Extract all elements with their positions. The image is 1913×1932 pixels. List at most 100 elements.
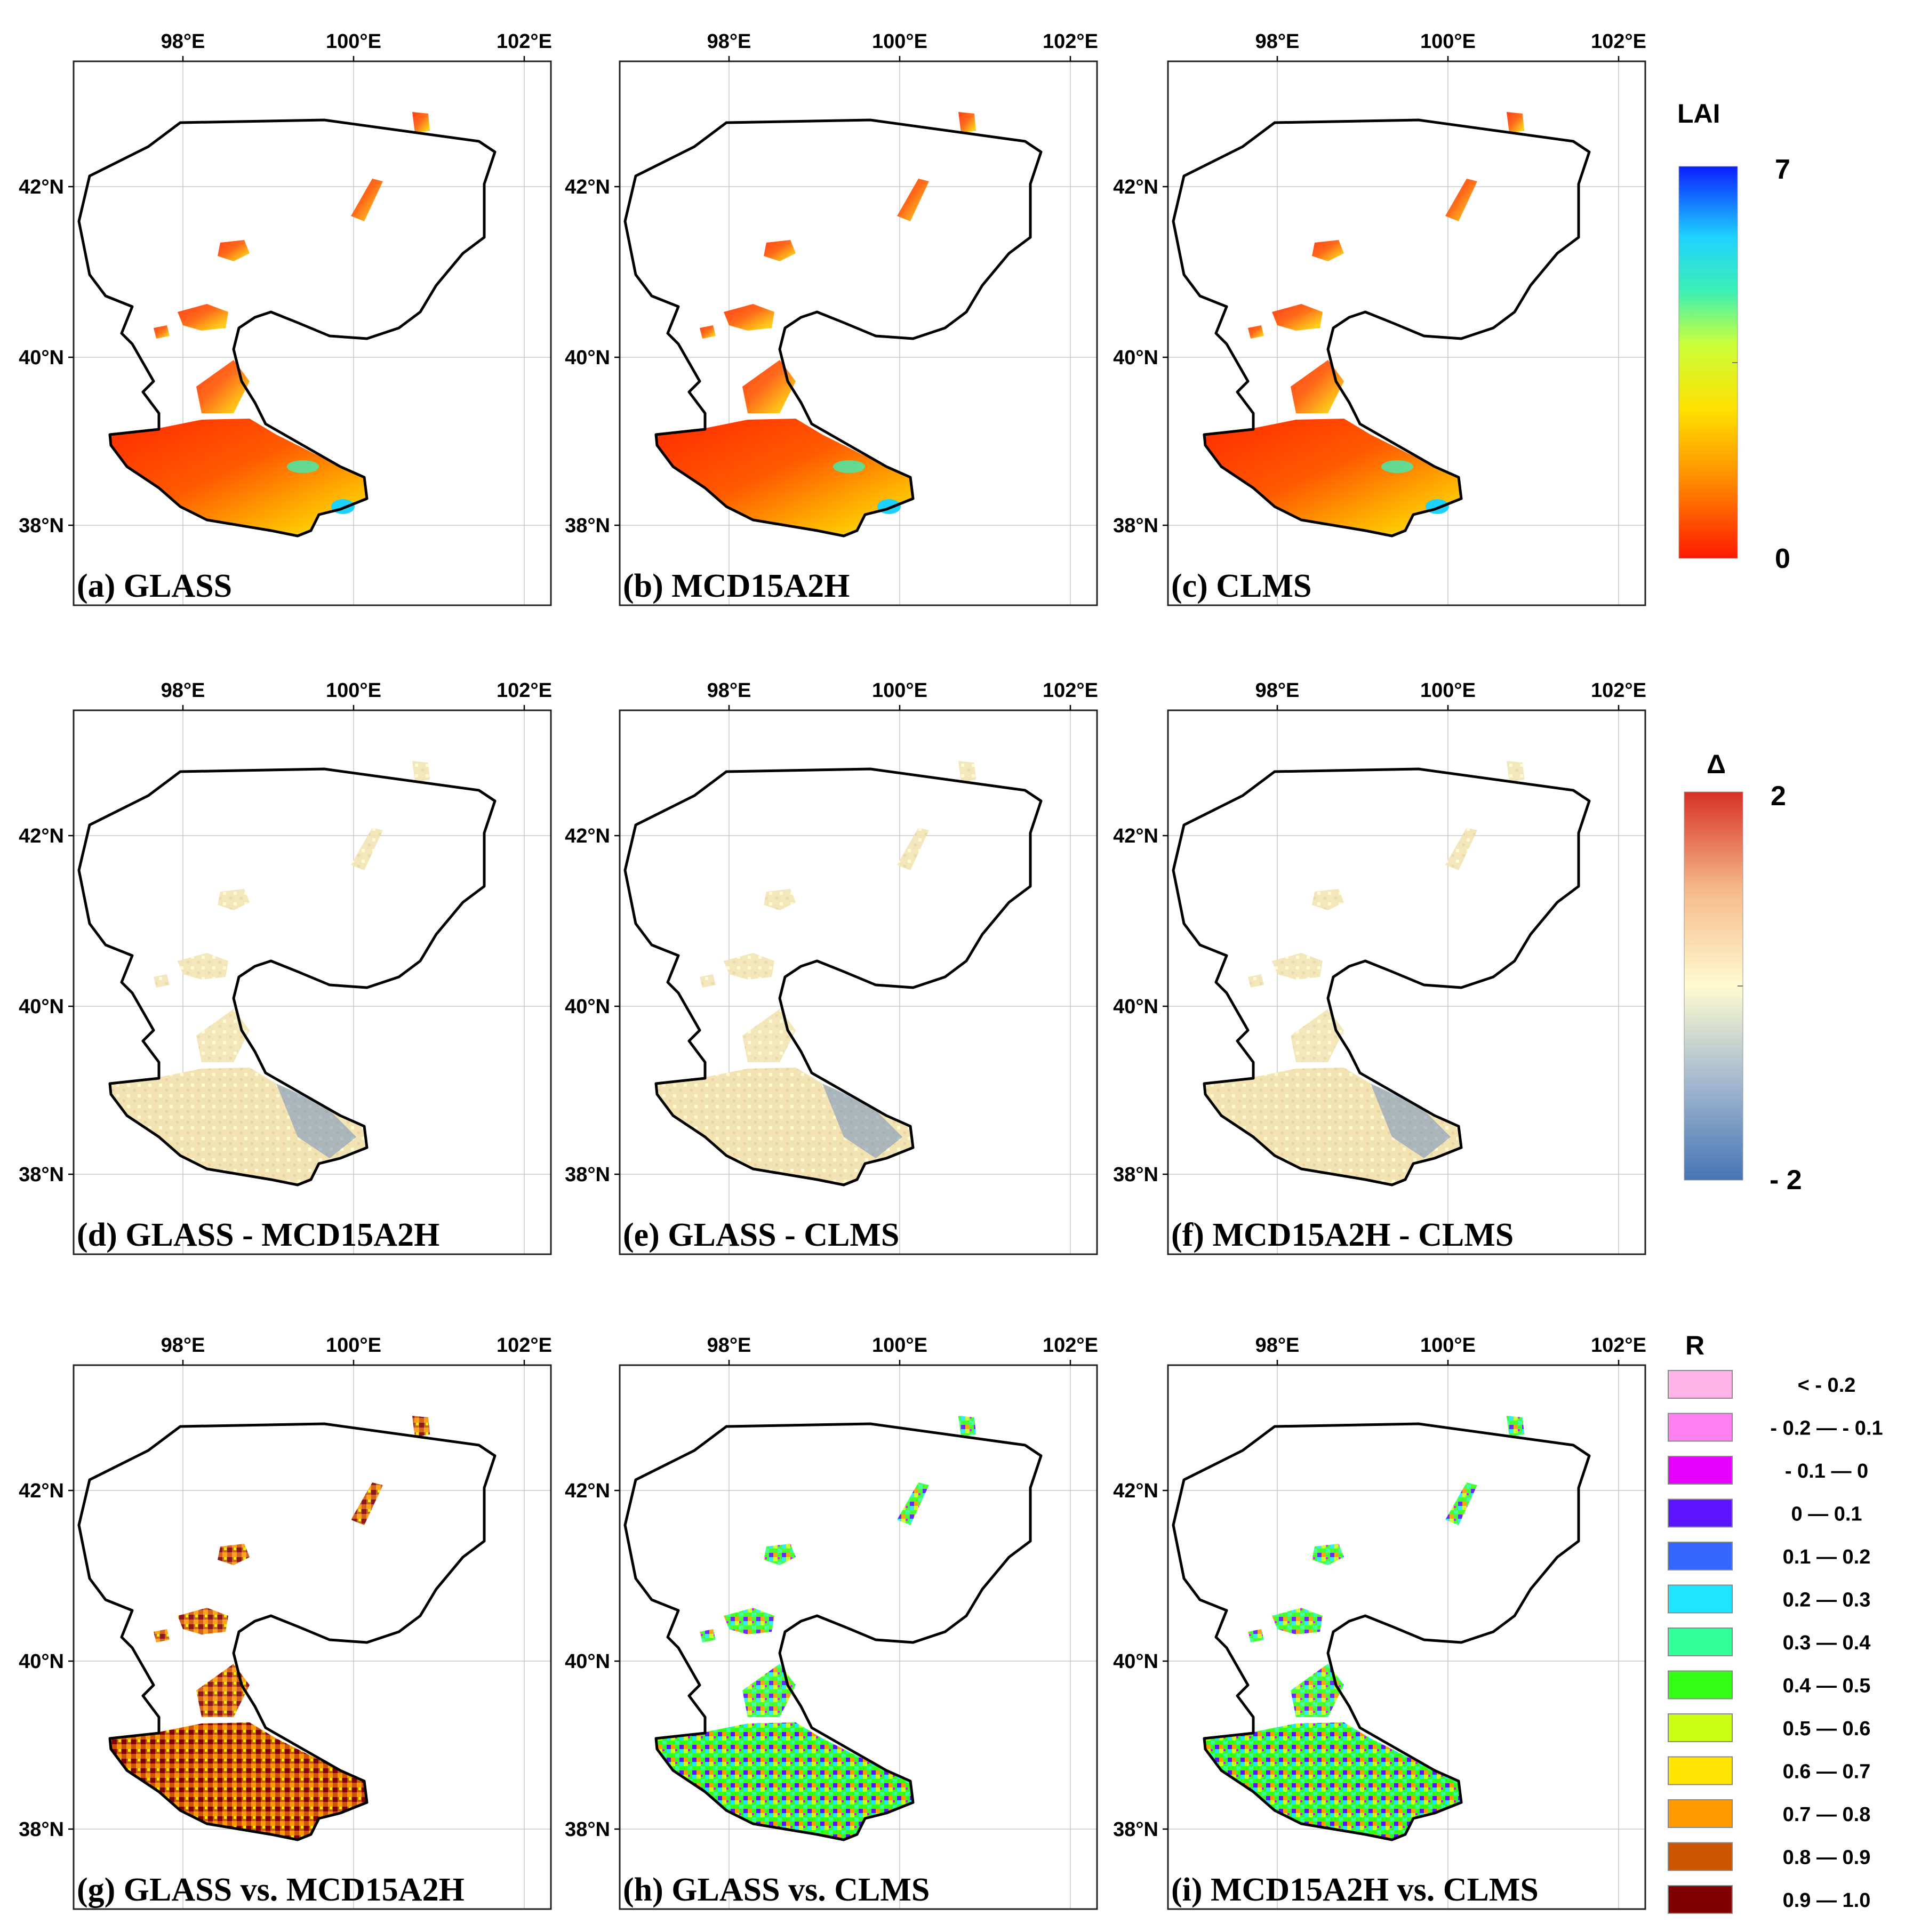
r-legend-title: R: [1685, 1330, 1704, 1360]
r-legend-swatch: [1668, 1456, 1733, 1485]
vegetation-patch: [897, 179, 929, 221]
r-legend-swatch: [1668, 1756, 1733, 1785]
diff-legend-title: Δ: [1707, 749, 1726, 779]
vegetation-patch: [1507, 1416, 1524, 1437]
r-legend-label: 0.5 — 0.6: [1783, 1718, 1871, 1740]
lat-label: 42°N: [19, 825, 64, 847]
lon-label: 100°E: [1420, 1334, 1476, 1357]
lat-label: 40°N: [565, 347, 610, 369]
panel-title: (c) CLMS: [1171, 568, 1311, 604]
panel-title: (d) GLASS - MCD15A2H: [77, 1217, 439, 1253]
vegetation-patch: [897, 828, 929, 870]
lat-label: 40°N: [1113, 1650, 1158, 1673]
study-area-outline: [1172, 767, 1591, 1187]
lon-label: 98°E: [161, 679, 205, 702]
vegetation-patch: [1291, 1009, 1344, 1062]
diff-colorbar: [1684, 791, 1743, 1181]
panel-title: (b) MCD15A2H: [623, 568, 850, 604]
map-body: [77, 1416, 497, 1841]
r-legend-swatch: [1668, 1713, 1733, 1742]
lai-colorbar: [1678, 166, 1738, 559]
lon-label: 100°E: [872, 679, 927, 702]
lat-label: 38°N: [1113, 1164, 1158, 1186]
r-legend-label: 0.6 — 0.7: [1783, 1761, 1871, 1783]
panel-frame: [619, 1364, 1098, 1910]
lat-label: 38°N: [1113, 515, 1158, 537]
study-area-outline: [1172, 1422, 1591, 1841]
lai-legend: LAI 7 0: [1677, 99, 1790, 574]
study-area-outline: [623, 767, 1043, 1187]
vegetation-patch: [764, 240, 796, 261]
diff-legend: Δ 2 - 2: [1684, 749, 1802, 1196]
vegetation-patch: [1291, 1664, 1344, 1717]
lon-label: 98°E: [1255, 1334, 1300, 1357]
vegetation-patch: [742, 360, 796, 413]
panel-frame: [1167, 60, 1646, 606]
map-panel-g: 98°E 100°E 102°E 42°N 40°N 38°N (g) GLASS vs. …: [19, 1334, 552, 1910]
vegetation-patch: [958, 112, 976, 133]
lat-label: 40°N: [1113, 347, 1158, 369]
lon-label: 102°E: [1591, 30, 1646, 53]
lat-label: 38°N: [565, 1164, 610, 1186]
vegetation-patch: [1507, 112, 1524, 133]
vegetation-patch: [218, 1544, 250, 1565]
lon-label: 100°E: [872, 1334, 927, 1357]
diff-max-label: 2: [1771, 781, 1786, 812]
vegetation-patch: [700, 1629, 716, 1642]
study-area-outline: [623, 1422, 1043, 1841]
lat-label: 42°N: [19, 176, 64, 198]
vegetation-patch: [218, 889, 250, 910]
lon-label: 100°E: [1420, 679, 1476, 702]
map-panel-i: 98°E 100°E 102°E 42°N 40°N 38°N (i) MCD15A2H v…: [1113, 1334, 1646, 1910]
map-panel-b: 98°E 100°E 102°E 42°N 40°N 38°N (b) MCD15A2H: [565, 30, 1098, 606]
vegetation-patch: [742, 1664, 796, 1717]
lon-label: 98°E: [1255, 30, 1300, 53]
map-body: [623, 761, 1043, 1187]
vegetation-patch: [897, 1482, 929, 1525]
lon-label: 100°E: [326, 679, 381, 702]
lon-label: 98°E: [707, 679, 751, 702]
map-panel-d: 98°E 100°E 102°E 42°N 40°N 38°N (d) GLASS - MC…: [19, 679, 552, 1255]
lon-label: 100°E: [872, 30, 927, 53]
lat-label: 40°N: [19, 347, 64, 369]
map-panel-h: 98°E 100°E 102°E 42°N 40°N 38°N (h) GLASS vs. …: [565, 1334, 1098, 1910]
vegetation-patch: [178, 1608, 228, 1634]
map-body: [623, 1416, 1043, 1841]
vegetation-patch: [1312, 240, 1344, 261]
mid-lai-spot: [833, 460, 865, 473]
lon-label: 102°E: [1591, 1334, 1646, 1357]
vegetation-patch: [724, 953, 774, 980]
lat-label: 40°N: [19, 1650, 64, 1673]
lat-label: 38°N: [565, 1818, 610, 1841]
vegetation-patch: [1248, 325, 1264, 339]
vegetation-patch: [1445, 179, 1477, 221]
negative-diff-zone: [276, 1084, 356, 1158]
lat-label: 42°N: [1113, 1480, 1158, 1502]
lat-label: 40°N: [565, 996, 610, 1018]
vegetation-raster: [110, 419, 367, 536]
vegetation-patch: [196, 360, 250, 413]
vegetation-patch: [412, 761, 430, 782]
lon-label: 102°E: [1043, 1334, 1098, 1357]
lat-label: 38°N: [565, 515, 610, 537]
vegetation-patch: [1272, 304, 1323, 331]
lon-label: 98°E: [707, 30, 751, 53]
panel-grid: 98°E 100°E 102°E 42°N 40°N 38°N (a) GLASS 98°E 1…: [19, 30, 1646, 1910]
vegetation-patch: [742, 1009, 796, 1062]
vegetation-patch: [1445, 1482, 1477, 1525]
map-panel-a: 98°E 100°E 102°E 42°N 40°N 38°N (a) GLASS: [19, 30, 552, 606]
r-legend-label: - 0.1 — 0: [1785, 1460, 1868, 1482]
vegetation-patch: [1291, 360, 1344, 413]
panel-title: (a) GLASS: [77, 568, 232, 604]
r-legend-label: 0.1 — 0.2: [1783, 1546, 1871, 1568]
vegetation-raster: [656, 1722, 913, 1840]
study-area-outline: [77, 767, 497, 1187]
r-legend-label: 0 — 0.1: [1791, 1503, 1862, 1526]
vegetation-patch: [764, 1544, 796, 1565]
panel-frame: [619, 60, 1098, 606]
vegetation-raster: [656, 419, 913, 536]
vegetation-patch: [154, 325, 170, 339]
lat-label: 40°N: [1113, 996, 1158, 1018]
map-panel-e: 98°E 100°E 102°E 42°N 40°N 38°N (e) GLASS - CL…: [565, 679, 1098, 1255]
vegetation-patch: [1312, 1544, 1344, 1565]
